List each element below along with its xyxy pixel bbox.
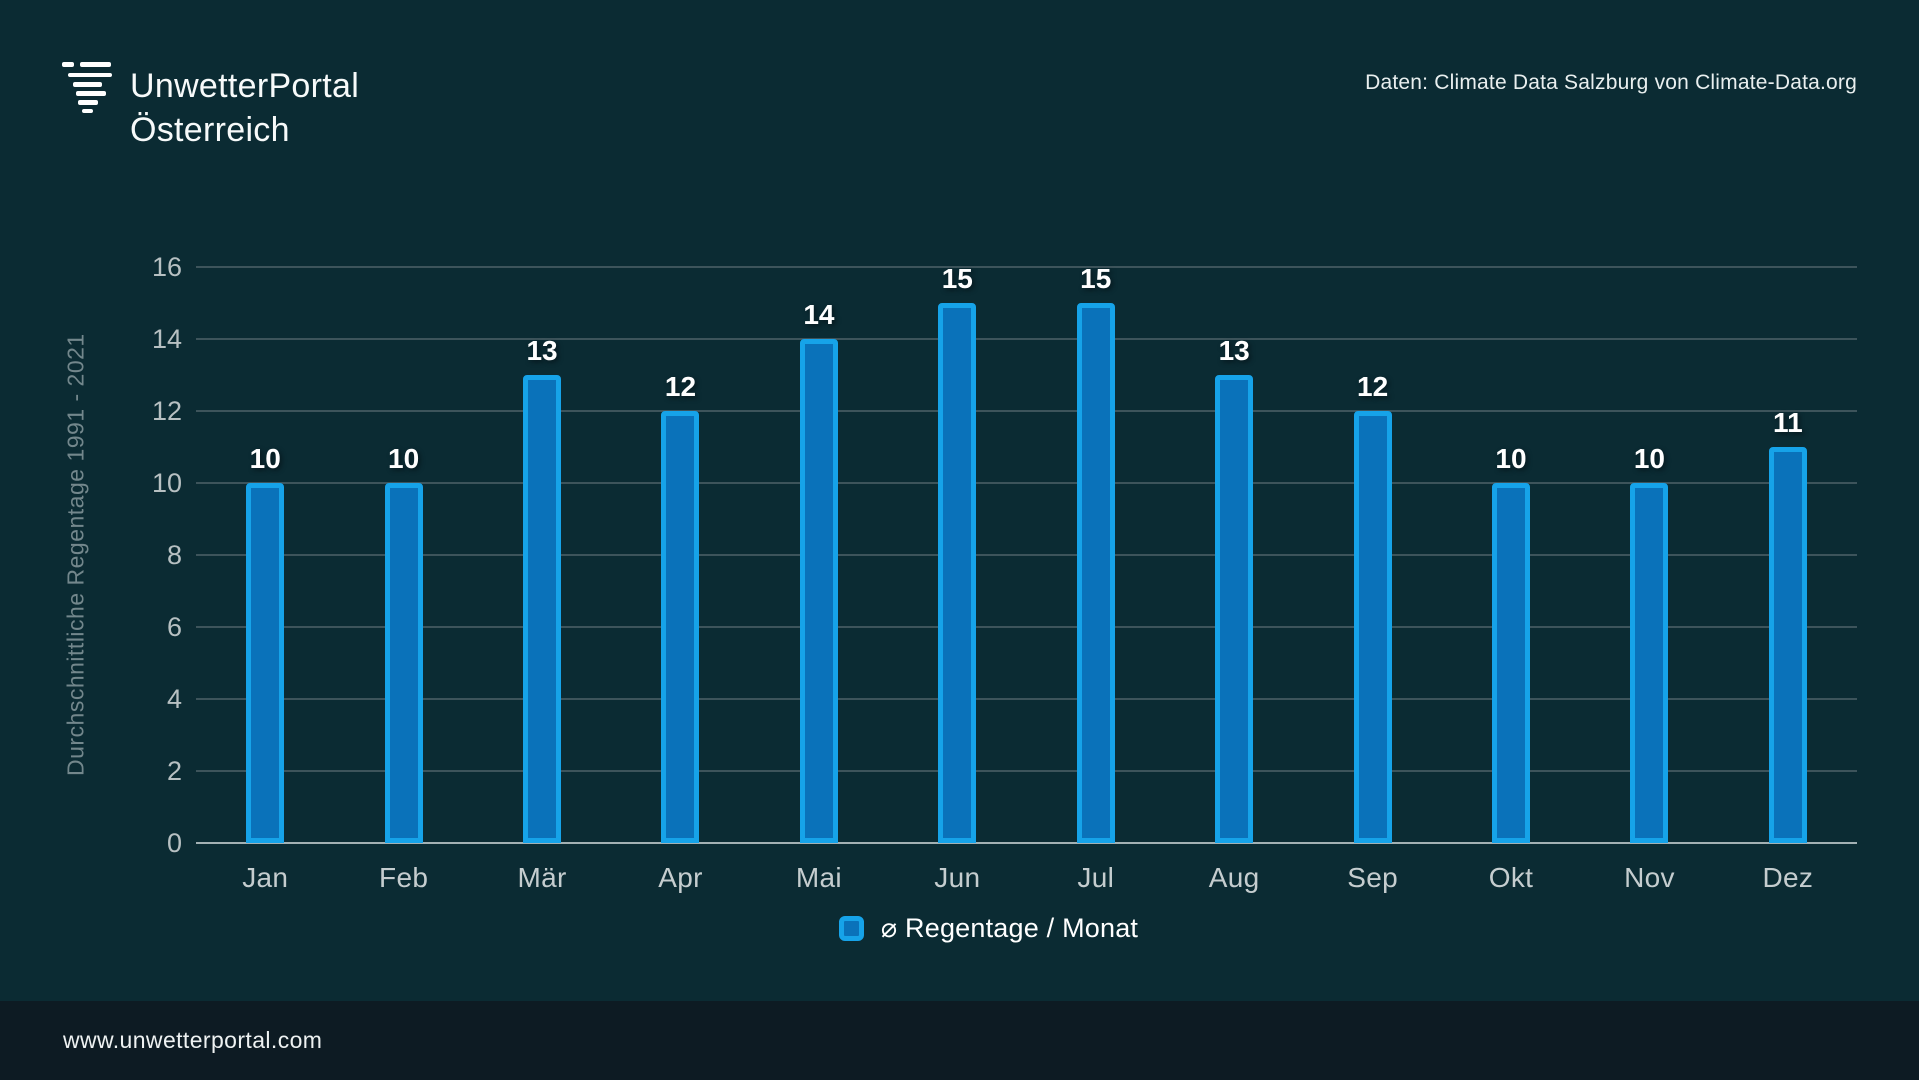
- bar-slot: 11: [1719, 267, 1857, 843]
- x-axis-line: [196, 842, 1857, 844]
- gridline: [196, 410, 1857, 412]
- bar-value-label: 10: [249, 443, 281, 474]
- data-source-note: Daten: Climate Data Salzburg von Climate…: [1365, 71, 1857, 94]
- bar-mai: [799, 339, 838, 843]
- bar-value-label: 11: [1773, 407, 1803, 438]
- x-tick-label: Okt: [1488, 862, 1534, 893]
- y-tick-label: 10: [151, 468, 182, 498]
- y-tick-label: 0: [166, 828, 182, 858]
- y-tick-label: 14: [151, 324, 182, 354]
- gridline: [196, 554, 1857, 556]
- x-tick-label: Jan: [242, 862, 289, 893]
- brand-line-2: Österreich: [130, 111, 290, 149]
- bar-mär: [523, 375, 562, 843]
- bar-slot: 13: [1165, 267, 1303, 843]
- y-tick-label: 8: [166, 540, 182, 570]
- bar-jul: [1076, 303, 1115, 843]
- bar-slot: 12: [611, 267, 749, 843]
- x-tick-label: Mär: [517, 862, 567, 893]
- bar-value-label: 15: [941, 263, 973, 294]
- logo-line: [76, 91, 106, 96]
- bar-slot: 10: [196, 267, 334, 843]
- logo-line: [73, 82, 102, 87]
- gridline: [196, 626, 1857, 628]
- brand-title: UnwetterPortal Österreich: [130, 64, 359, 152]
- bar-slot: 13: [473, 267, 611, 843]
- footer-bar: www.unwetterportal.com: [0, 1001, 1919, 1080]
- legend-label: ⌀ Regentage / Monat: [880, 913, 1139, 943]
- bar-value-label: 13: [1218, 335, 1250, 366]
- y-tick-label: 6: [166, 612, 182, 642]
- bar-aug: [1215, 375, 1254, 843]
- gridline: [196, 482, 1857, 484]
- plot-area: 16 14 12 10 8 6 4 2 0 10 10 13 12 14 15 15 13 12 10 10 11: [152, 252, 1857, 858]
- bar-slot: 12: [1303, 267, 1441, 843]
- bar-value-label: 12: [1357, 371, 1389, 402]
- gridline: [196, 770, 1857, 772]
- logo-line: [82, 108, 93, 113]
- bar-value-label: 10: [1495, 443, 1527, 474]
- x-tick-label: Nov: [1624, 862, 1675, 893]
- bar-jun: [938, 303, 977, 843]
- bar-okt: [1492, 483, 1530, 843]
- brand-line-1: UnwetterPortal: [130, 67, 360, 105]
- gridline: [196, 698, 1857, 700]
- x-tick-label: Mai: [795, 862, 842, 893]
- bar-jan: [246, 483, 285, 843]
- bar-apr: [661, 411, 700, 843]
- bar-value-label: 14: [803, 299, 835, 330]
- chart-legend: ⌀ Regentage / Monat: [120, 913, 1857, 944]
- logo-line: [80, 62, 111, 67]
- logo-line: [62, 62, 74, 67]
- x-tick-label: Aug: [1208, 862, 1260, 893]
- bar-value-label: 10: [388, 443, 420, 474]
- bar-feb: [384, 483, 423, 843]
- y-tick-label: 2: [166, 756, 182, 786]
- x-tick-label: Jul: [1077, 862, 1115, 893]
- x-tick-label: Apr: [658, 862, 703, 893]
- bar-dez: [1768, 447, 1807, 843]
- bar-nov: [1630, 483, 1669, 843]
- x-tick-label: Dez: [1762, 862, 1814, 893]
- y-tick-label: 16: [151, 252, 182, 282]
- gridline: [196, 266, 1857, 268]
- gridline: [196, 338, 1857, 340]
- bar-slot: 14: [750, 267, 888, 843]
- logo-line: [68, 72, 112, 77]
- bar-sep: [1353, 411, 1392, 843]
- tornado-logo-icon: [62, 60, 112, 114]
- bar-value-label: 10: [1633, 443, 1665, 474]
- x-axis-labels: Jan Feb Mär Apr Mai Jun Jul Aug Sep Okt Nov Dez: [196, 862, 1857, 894]
- bar-value-label: 15: [1080, 263, 1112, 294]
- x-tick-label: Jun: [934, 862, 981, 893]
- bar-value-label: 13: [526, 335, 558, 366]
- x-tick-label: Feb: [379, 862, 429, 893]
- footer-url: www.unwetterportal.com: [63, 1027, 323, 1053]
- logo-line: [78, 100, 98, 105]
- bar-slot: 10: [334, 267, 472, 843]
- bar-slot: 15: [888, 263, 1026, 843]
- bar-slot: 10: [1442, 267, 1580, 843]
- y-tick-label: 4: [166, 684, 182, 714]
- legend-swatch: [838, 916, 864, 941]
- bar-slot: 10: [1580, 267, 1718, 843]
- bars-row: 10 10 13 12 14 15 15 13 12 10 10 11: [196, 263, 1857, 843]
- bar-value-label: 12: [664, 371, 697, 402]
- bar-slot: 15: [1027, 263, 1165, 843]
- y-tick-label: 12: [151, 396, 182, 426]
- x-tick-label: Sep: [1347, 862, 1398, 893]
- y-axis-title: Durchschnittliche Regentage 1991 - 2021: [62, 333, 89, 777]
